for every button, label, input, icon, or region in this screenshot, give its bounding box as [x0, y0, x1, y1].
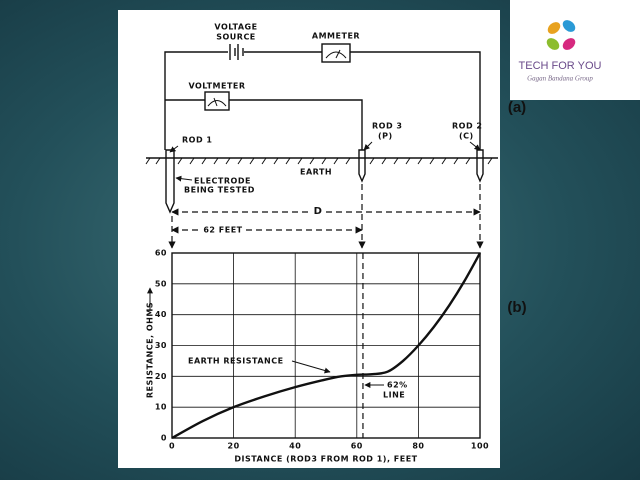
x-tick-label: 100: [471, 442, 489, 451]
y-tick-label: 40: [155, 310, 167, 319]
x-tick-label: 60: [351, 442, 363, 451]
logo-box: [510, 0, 640, 100]
rod-label: ROD 2: [452, 122, 482, 131]
component-label: VOLTAGE: [214, 23, 257, 32]
x-axis-label: DISTANCE (ROD3 FROM ROD 1), FEET: [234, 455, 417, 464]
electrode-label: BEING TESTED: [184, 186, 255, 195]
y-tick-label: 10: [155, 403, 167, 412]
component-label: AMMETER: [312, 32, 360, 41]
y-tick-label: 20: [155, 372, 167, 381]
figure-panel: [118, 10, 500, 468]
x-tick-label: 0: [169, 442, 175, 451]
annotation-arrow: [291, 360, 331, 374]
y-tick-label: 0: [161, 434, 167, 443]
distance-label: D: [314, 206, 323, 217]
rod-label: (C): [459, 132, 474, 141]
panel-label: (a): [508, 99, 526, 116]
x-tick-label: 40: [289, 442, 301, 451]
x-tick-label: 20: [228, 442, 240, 451]
annotation: EARTH RESISTANCE: [188, 357, 284, 366]
rod-label: (P): [378, 132, 393, 141]
distance-label: 62 FEET: [203, 226, 242, 235]
rod-label: ROD 3: [372, 122, 402, 131]
annotation: 62%: [387, 381, 408, 390]
logo-title: TECH FOR YOU: [519, 60, 602, 72]
rod-label: ROD 1: [182, 136, 212, 145]
y-tick-label: 60: [155, 249, 167, 258]
y-axis-label: RESISTANCE, OHMS: [146, 302, 155, 398]
chart: 0 20 40 60 80 100 0 10 20 30 40 50 60 DISTANCE (ROD3 …: [146, 249, 489, 464]
earth-label: EARTH: [300, 168, 332, 177]
circuit: [145, 43, 498, 249]
logo-icon: [546, 20, 576, 50]
y-tick-label: 50: [155, 279, 167, 288]
annotation: LINE: [383, 391, 405, 400]
component-label: SOURCE: [216, 33, 256, 42]
resistance-curve: [171, 252, 482, 440]
x-tick-label: 80: [412, 442, 424, 451]
component-label: VOLTMETER: [188, 82, 245, 91]
panel-label: (b): [507, 299, 526, 316]
logo-subtitle: Gagan Bandana Group: [527, 75, 593, 83]
y-tick-label: 30: [155, 341, 167, 350]
electrode-label: ELECTRODE: [194, 177, 251, 186]
